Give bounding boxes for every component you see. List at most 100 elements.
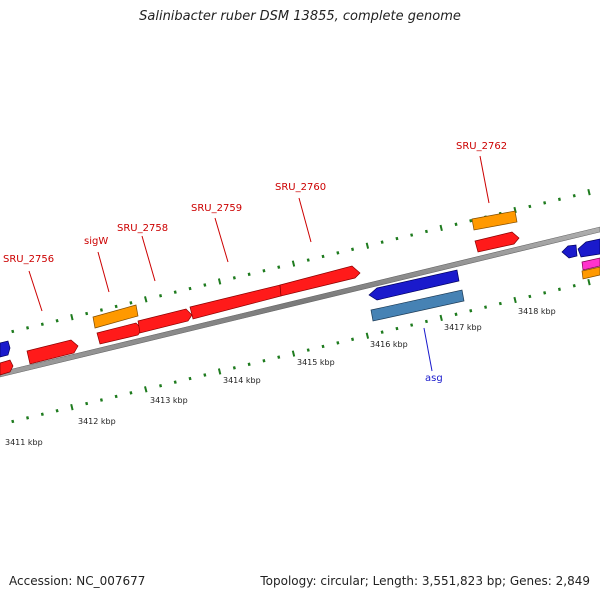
gene-asg xyxy=(370,289,465,322)
gene-reverse-blue-1 xyxy=(368,269,460,301)
outer-ruler-minor-tick xyxy=(528,204,532,209)
gene-features xyxy=(0,210,600,376)
kbp-label: 3414 kbp xyxy=(223,376,261,385)
inner-ruler-minor-tick xyxy=(380,330,384,334)
inner-ruler-minor-tick xyxy=(469,309,473,313)
outer-ruler-minor-tick xyxy=(380,240,384,244)
inner-ruler-minor-tick xyxy=(498,301,502,306)
inner-ruler-major-tick xyxy=(217,368,222,375)
outer-ruler-major-tick xyxy=(70,313,74,321)
map-title: Salinibacter ruber DSM 13855, complete g… xyxy=(139,9,461,24)
gene-reverse-blue-2 xyxy=(561,244,578,259)
leader-asg xyxy=(423,327,433,372)
inner-ruler-major-tick xyxy=(587,278,591,286)
outer-ruler-minor-tick xyxy=(99,308,103,312)
outer-ruler-minor-tick xyxy=(11,329,15,334)
gene-sru-2762-orange xyxy=(471,210,518,231)
gene-labels: SRU_2756 sigW SRU_2758 SRU_2759 SRU_2760… xyxy=(3,141,507,384)
inner-ruler-minor-tick xyxy=(55,408,59,413)
kbp-label: 3416 kbp xyxy=(370,340,408,349)
inner-ruler-minor-tick xyxy=(85,401,89,406)
inner-ruler-minor-tick xyxy=(306,348,310,352)
inner-ruler-minor-tick xyxy=(424,319,428,324)
genome-summary: Topology: circular; Length: 3,551,823 bp… xyxy=(260,574,590,588)
outer-ruler-minor-tick xyxy=(469,219,473,223)
outer-ruler-minor-tick xyxy=(410,233,414,237)
outer-ruler-minor-tick xyxy=(85,311,89,316)
kbp-scale-labels: 3411 kbp 3412 kbp 3413 kbp 3414 kbp 3415 kbp… xyxy=(5,307,556,447)
inner-ruler-minor-tick xyxy=(528,294,532,299)
accession-label: Accession: NC_007677 xyxy=(9,574,146,588)
gene-reverse-blue-3 xyxy=(577,238,600,258)
outer-ruler-major-tick xyxy=(144,296,148,303)
inner-ruler-major-tick xyxy=(513,296,517,304)
gene-label-sru-2756: SRU_2756 xyxy=(3,254,54,265)
gene-partial-red-left xyxy=(0,359,14,376)
inner-ruler-minor-tick xyxy=(129,391,133,395)
outer-ruler-minor-tick xyxy=(336,251,340,255)
gene-sru-2762-red xyxy=(474,231,520,253)
outer-ruler-minor-tick xyxy=(321,254,325,259)
inner-ruler-minor-tick xyxy=(203,373,207,377)
leader-sigw xyxy=(97,251,110,293)
outer-ruler-major-tick xyxy=(439,224,443,232)
outer-ruler-minor-tick xyxy=(395,236,399,241)
leader-sru-2756 xyxy=(28,270,43,312)
inner-ruler-minor-tick xyxy=(543,291,547,295)
outer-ruler-minor-tick xyxy=(26,326,30,330)
inner-ruler-major-tick xyxy=(291,350,296,357)
outer-ruler-minor-tick xyxy=(173,290,177,294)
inner-ruler-minor-tick xyxy=(11,419,15,424)
inner-ruler-major-tick xyxy=(70,403,74,411)
inner-tick-ruler xyxy=(11,278,591,424)
outer-ruler-minor-tick xyxy=(232,276,236,280)
outer-ruler-minor-tick xyxy=(306,258,310,262)
leader-sru-2762 xyxy=(479,155,490,204)
outer-ruler-minor-tick xyxy=(55,318,59,323)
gene-partial-blue-left xyxy=(0,340,11,358)
gene-label-sru-2760: SRU_2760 xyxy=(275,182,326,193)
kbp-label: 3417 kbp xyxy=(444,323,482,332)
leader-sru-2759 xyxy=(214,217,229,263)
outer-ruler-major-tick xyxy=(291,260,296,267)
inner-ruler-minor-tick xyxy=(247,362,251,367)
gene-label-sigw: sigW xyxy=(84,236,108,247)
outer-ruler-minor-tick xyxy=(454,222,458,227)
outer-ruler-minor-tick xyxy=(262,269,266,273)
gene-magenta-right xyxy=(581,257,600,271)
outer-ruler-minor-tick xyxy=(572,194,576,198)
gene-sru-2759 xyxy=(189,284,282,320)
inner-ruler-major-tick xyxy=(439,314,443,322)
outer-ruler-minor-tick xyxy=(557,197,561,202)
outer-ruler-minor-tick xyxy=(543,201,547,205)
outer-ruler-major-tick xyxy=(217,278,222,285)
kbp-label: 3413 kbp xyxy=(150,396,188,405)
outer-ruler-minor-tick xyxy=(247,272,251,277)
kbp-label: 3412 kbp xyxy=(78,417,116,426)
inner-ruler-minor-tick xyxy=(262,359,266,363)
inner-ruler-minor-tick xyxy=(277,355,281,359)
leader-sru-2760 xyxy=(298,197,312,243)
gene-label-sru-2762: SRU_2762 xyxy=(456,141,507,152)
gene-label-sru-2759: SRU_2759 xyxy=(191,203,242,214)
gene-sru-2758 xyxy=(137,308,193,334)
outer-ruler-major-tick xyxy=(587,188,591,196)
gene-label-sru-2758: SRU_2758 xyxy=(117,223,168,234)
outer-ruler-minor-tick xyxy=(40,322,44,326)
outer-ruler-minor-tick xyxy=(188,286,192,291)
inner-ruler-minor-tick xyxy=(26,416,30,420)
inner-ruler-minor-tick xyxy=(484,305,488,309)
outer-ruler-minor-tick xyxy=(129,301,133,305)
kbp-label: 3418 kbp xyxy=(518,307,556,316)
inner-ruler-minor-tick xyxy=(454,312,458,317)
kbp-label: 3411 kbp xyxy=(5,438,43,447)
outer-tick-ruler xyxy=(11,188,591,334)
outer-ruler-minor-tick xyxy=(277,265,281,269)
inner-ruler-minor-tick xyxy=(232,366,236,370)
outer-ruler-minor-tick xyxy=(159,294,163,298)
outer-ruler-minor-tick xyxy=(424,229,428,234)
inner-ruler-minor-tick xyxy=(395,326,399,331)
gene-sru-2756 xyxy=(26,339,79,365)
inner-ruler-minor-tick xyxy=(159,384,163,388)
